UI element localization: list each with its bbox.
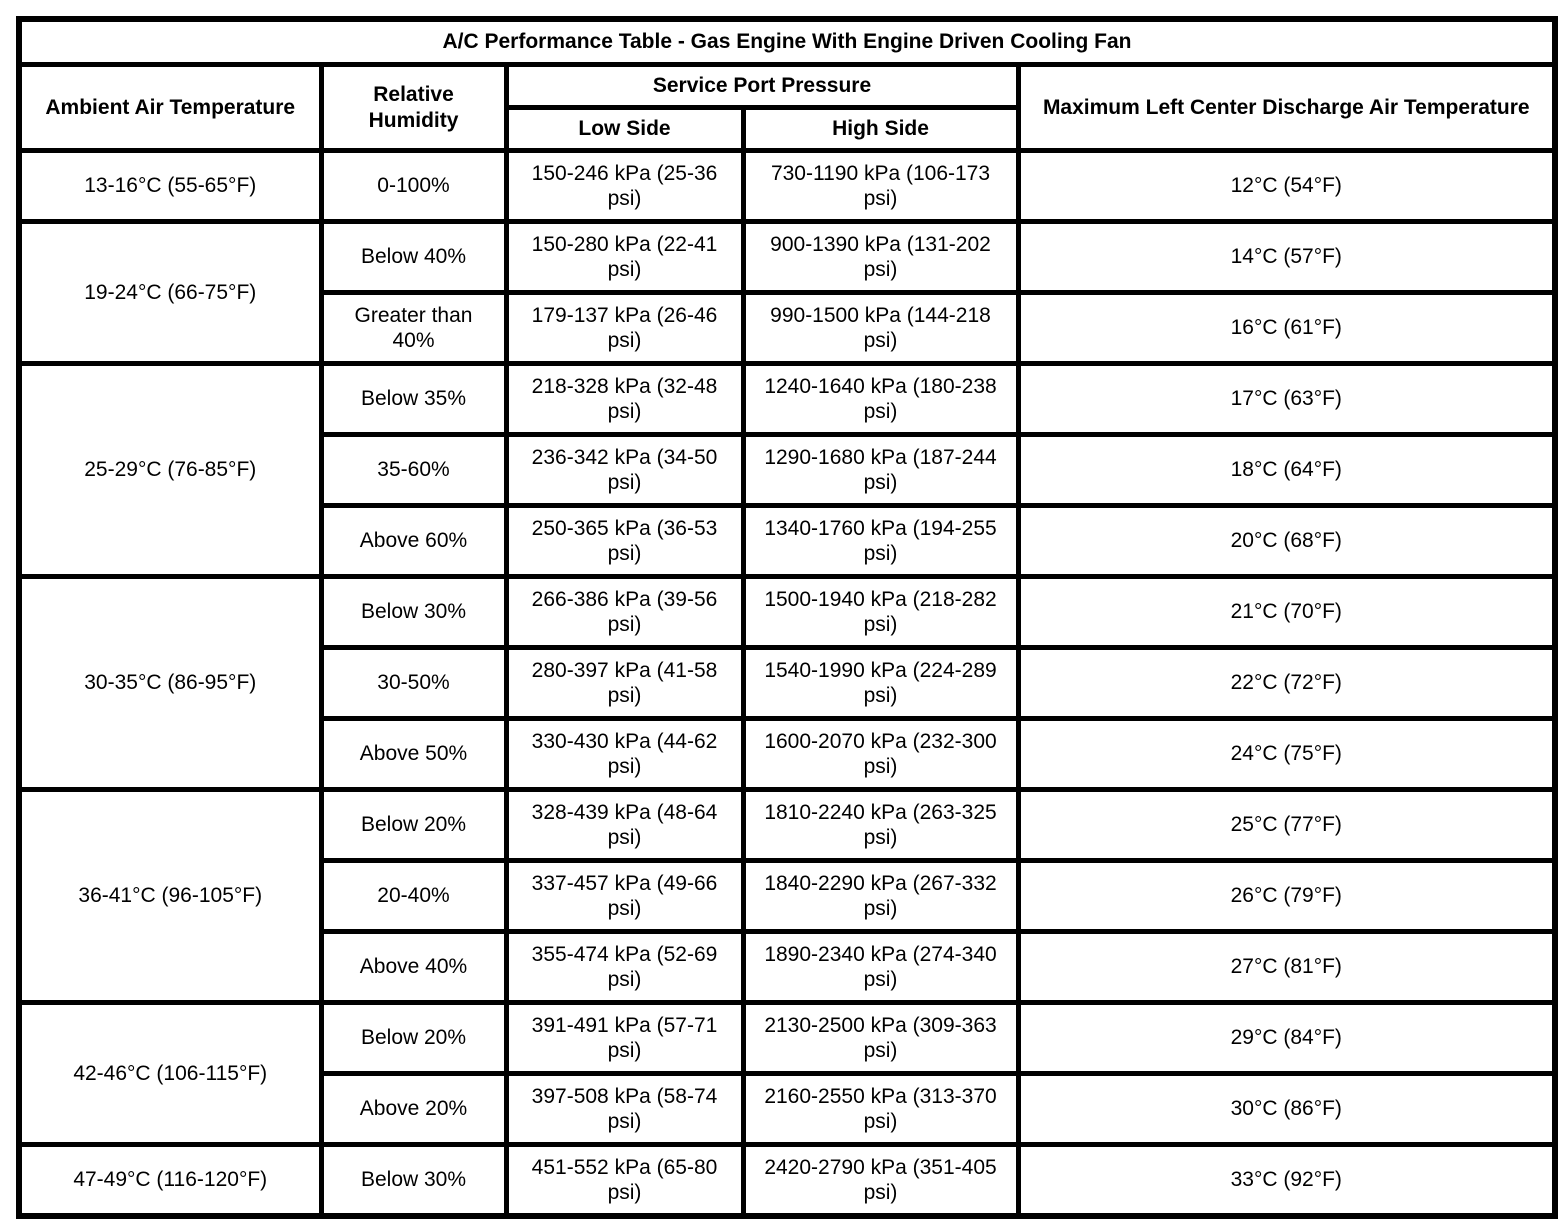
relative-humidity-cell: Below 30% <box>318 1142 509 1219</box>
relative-humidity-cell: 30-50% <box>318 645 509 721</box>
ambient-temperature-cell: 36-41°C (96-105°F) <box>16 787 324 1005</box>
table-row: Above 60% 250-365 kPa (36-53 psi) 1340-176… <box>19 503 1558 579</box>
table-row: 35-60% 236-342 kPa (34-50 psi) 1290-1680 k… <box>19 432 1558 508</box>
ambient-temperature-cell: 42-46°C (106-115°F) <box>16 1000 324 1147</box>
header-relative-humidity: Relative Humidity <box>318 62 509 153</box>
discharge-air-temperature-cell: 22°C (72°F) <box>1015 645 1558 721</box>
high-side-pressure-cell: 2420-2790 kPa (351-405 psi) <box>740 1142 1021 1219</box>
header-row-sub: Low Side High Side <box>19 105 1555 153</box>
discharge-air-temperature-cell: 14°C (57°F) <box>1015 219 1558 295</box>
relative-humidity-cell: Below 35% <box>318 361 509 437</box>
header-row-top: Ambient Air Temperature Relative Humidit… <box>16 62 1558 153</box>
discharge-air-temperature-cell: 18°C (64°F) <box>1015 432 1558 508</box>
discharge-air-temperature-cell: 30°C (86°F) <box>1015 1071 1558 1147</box>
table-row: 36-41°C (96-105°F) Below 20% 328-439 kPa (… <box>16 787 1558 1005</box>
table-row: 30-35°C (86-95°F) Below 30% 266-386 kPa (3… <box>16 574 1558 792</box>
discharge-air-temperature-cell: 16°C (61°F) <box>1015 290 1558 366</box>
table-row: 30-50% 280-397 kPa (41-58 psi) 1540-1990 k… <box>19 645 1558 721</box>
ac-performance-table: A/C Performance Table - Gas Engine With … <box>16 16 1559 1219</box>
table-row: Above 40% 355-474 kPa (52-69 psi) 1890-234… <box>19 929 1558 1005</box>
high-side-pressure-cell: 1840-2290 kPa (267-332 psi) <box>740 858 1021 934</box>
low-side-pressure-cell: 179-137 kPa (26-46 psi) <box>503 290 746 366</box>
table-row: 47-49°C (116-120°F) Below 30% 451-552 kPa … <box>16 1142 1558 1219</box>
relative-humidity-cell: Greater than 40% <box>318 290 509 366</box>
high-side-pressure-cell: 1600-2070 kPa (232-300 psi) <box>740 716 1021 792</box>
discharge-air-temperature-cell: 24°C (75°F) <box>1015 716 1558 792</box>
discharge-air-temperature-cell: 20°C (68°F) <box>1015 503 1558 579</box>
high-side-pressure-cell: 1540-1990 kPa (224-289 psi) <box>740 645 1021 721</box>
discharge-air-temperature-cell: 21°C (70°F) <box>1015 574 1558 650</box>
high-side-pressure-cell: 900-1390 kPa (131-202 psi) <box>740 219 1021 295</box>
discharge-air-temperature-cell: 29°C (84°F) <box>1015 1000 1558 1076</box>
relative-humidity-cell: Above 40% <box>318 929 509 1005</box>
relative-humidity-cell: Above 60% <box>318 503 509 579</box>
relative-humidity-cell: 20-40% <box>318 858 509 934</box>
table-row: 13-16°C (55-65°F) 0-100% 150-246 kPa (25-3… <box>16 148 1558 224</box>
discharge-air-temperature-cell: 25°C (77°F) <box>1015 787 1558 863</box>
relative-humidity-cell: Below 30% <box>318 574 509 650</box>
ambient-temperature-cell: 47-49°C (116-120°F) <box>16 1142 324 1219</box>
discharge-air-temperature-cell: 27°C (81°F) <box>1015 929 1558 1005</box>
discharge-air-temperature-cell: 17°C (63°F) <box>1015 361 1558 437</box>
relative-humidity-cell: 35-60% <box>318 432 509 508</box>
high-side-pressure-cell: 1500-1940 kPa (218-282 psi) <box>740 574 1021 650</box>
high-side-pressure-cell: 1240-1640 kPa (180-238 psi) <box>740 361 1021 437</box>
ambient-temperature-cell: 25-29°C (76-85°F) <box>16 361 324 579</box>
table-row: Above 20% 397-508 kPa (58-74 psi) 2160-255… <box>19 1071 1558 1147</box>
header-max-discharge-air-temperature: Maximum Left Center Discharge Air Temper… <box>1015 62 1558 153</box>
low-side-pressure-cell: 250-365 kPa (36-53 psi) <box>503 503 746 579</box>
low-side-pressure-cell: 266-386 kPa (39-56 psi) <box>503 574 746 650</box>
table-row: 42-46°C (106-115°F) Below 20% 391-491 kPa … <box>16 1000 1558 1147</box>
header-ambient-air-temperature: Ambient Air Temperature <box>16 62 324 153</box>
ambient-temperature-cell: 19-24°C (66-75°F) <box>16 219 324 366</box>
low-side-pressure-cell: 218-328 kPa (32-48 psi) <box>503 361 746 437</box>
low-side-pressure-cell: 397-508 kPa (58-74 psi) <box>503 1071 746 1147</box>
relative-humidity-cell: Below 20% <box>318 1000 509 1076</box>
high-side-pressure-cell: 2130-2500 kPa (309-363 psi) <box>740 1000 1021 1076</box>
relative-humidity-cell: Above 50% <box>318 716 509 792</box>
low-side-pressure-cell: 451-552 kPa (65-80 psi) <box>503 1142 746 1219</box>
low-side-pressure-cell: 328-439 kPa (48-64 psi) <box>503 787 746 863</box>
high-side-pressure-cell: 1340-1760 kPa (194-255 psi) <box>740 503 1021 579</box>
low-side-pressure-cell: 330-430 kPa (44-62 psi) <box>503 716 746 792</box>
discharge-air-temperature-cell: 12°C (54°F) <box>1015 148 1558 224</box>
header-low-side: Low Side <box>503 105 746 153</box>
high-side-pressure-cell: 1810-2240 kPa (263-325 psi) <box>740 787 1021 863</box>
high-side-pressure-cell: 2160-2550 kPa (313-370 psi) <box>740 1071 1021 1147</box>
table-title: A/C Performance Table - Gas Engine With … <box>16 16 1558 67</box>
title-row: A/C Performance Table - Gas Engine With … <box>16 16 1558 67</box>
relative-humidity-cell: Above 20% <box>318 1071 509 1147</box>
low-side-pressure-cell: 280-397 kPa (41-58 psi) <box>503 645 746 721</box>
header-high-side: High Side <box>740 105 1021 153</box>
low-side-pressure-cell: 337-457 kPa (49-66 psi) <box>503 858 746 934</box>
table-row: Greater than 40% 179-137 kPa (26-46 psi) 9… <box>19 290 1558 366</box>
table-body: 13-16°C (55-65°F) 0-100% 150-246 kPa (25-3… <box>16 148 1558 1219</box>
ambient-temperature-cell: 30-35°C (86-95°F) <box>16 574 324 792</box>
low-side-pressure-cell: 355-474 kPa (52-69 psi) <box>503 929 746 1005</box>
low-side-pressure-cell: 150-246 kPa (25-36 psi) <box>503 148 746 224</box>
high-side-pressure-cell: 990-1500 kPa (144-218 psi) <box>740 290 1021 366</box>
discharge-air-temperature-cell: 26°C (79°F) <box>1015 858 1558 934</box>
table-row: Above 50% 330-430 kPa (44-62 psi) 1600-207… <box>19 716 1558 792</box>
discharge-air-temperature-cell: 33°C (92°F) <box>1015 1142 1558 1219</box>
low-side-pressure-cell: 391-491 kPa (57-71 psi) <box>503 1000 746 1076</box>
header-service-port-pressure: Service Port Pressure <box>503 62 1021 110</box>
high-side-pressure-cell: 1890-2340 kPa (274-340 psi) <box>740 929 1021 1005</box>
table-row: 19-24°C (66-75°F) Below 40% 150-280 kPa (2… <box>16 219 1558 366</box>
relative-humidity-cell: 0-100% <box>318 148 509 224</box>
table-row: 20-40% 337-457 kPa (49-66 psi) 1840-2290 k… <box>19 858 1558 934</box>
table-row: 25-29°C (76-85°F) Below 35% 218-328 kPa (3… <box>16 361 1558 579</box>
relative-humidity-cell: Below 20% <box>318 787 509 863</box>
high-side-pressure-cell: 730-1190 kPa (106-173 psi) <box>740 148 1021 224</box>
low-side-pressure-cell: 150-280 kPa (22-41 psi) <box>503 219 746 295</box>
high-side-pressure-cell: 1290-1680 kPa (187-244 psi) <box>740 432 1021 508</box>
low-side-pressure-cell: 236-342 kPa (34-50 psi) <box>503 432 746 508</box>
relative-humidity-cell: Below 40% <box>318 219 509 295</box>
ambient-temperature-cell: 13-16°C (55-65°F) <box>16 148 324 224</box>
